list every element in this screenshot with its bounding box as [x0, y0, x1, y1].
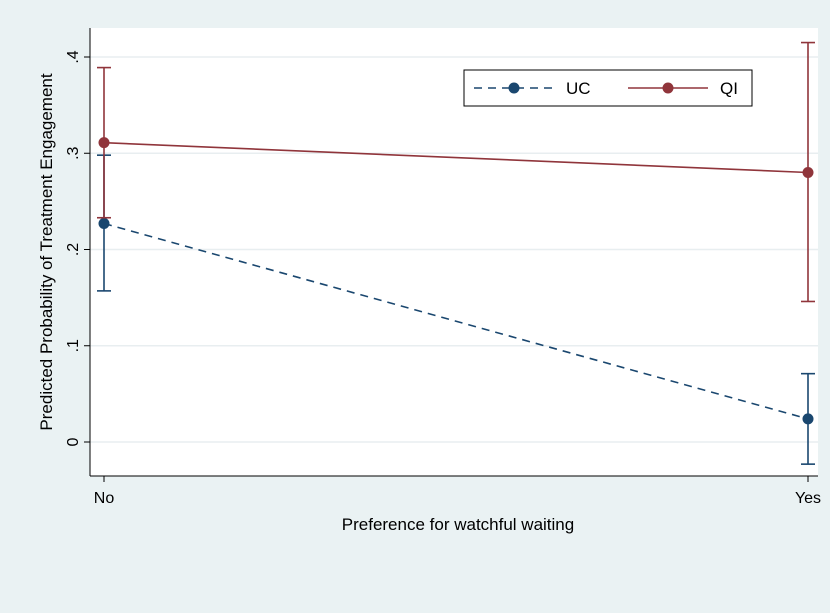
- series-qi: [97, 41, 815, 303]
- data-point-qi: [802, 167, 814, 178]
- series-line-uc: [103, 222, 809, 420]
- legend-label-qi: QI: [720, 79, 738, 98]
- series-group: [97, 41, 815, 465]
- y-tick-label: .3: [65, 146, 82, 159]
- legend: UC QI: [463, 69, 753, 107]
- series-line-qi: [103, 141, 809, 174]
- gridlines: [90, 56, 818, 443]
- y-axis-label: Predicted Probability of Treatment Engag…: [37, 73, 56, 430]
- x-tick-label: No: [94, 490, 115, 507]
- legend-label-uc: UC: [566, 79, 591, 98]
- legend-marker-qi: [662, 82, 674, 94]
- x-tick-label: Yes: [795, 490, 821, 507]
- y-tick-label: .4: [65, 50, 82, 63]
- data-point-qi: [98, 137, 110, 149]
- y-tick-label: .2: [65, 243, 82, 256]
- axes: 0 .1 .2 .3 .4 No Yes: [65, 28, 821, 507]
- y-tick-label: .1: [65, 339, 82, 352]
- data-point-uc: [802, 413, 814, 425]
- data-point-uc: [98, 218, 110, 230]
- y-tick-label: 0: [65, 437, 82, 446]
- legend-marker-uc: [508, 82, 520, 94]
- x-axis-label: Preference for watchful waiting: [342, 515, 574, 534]
